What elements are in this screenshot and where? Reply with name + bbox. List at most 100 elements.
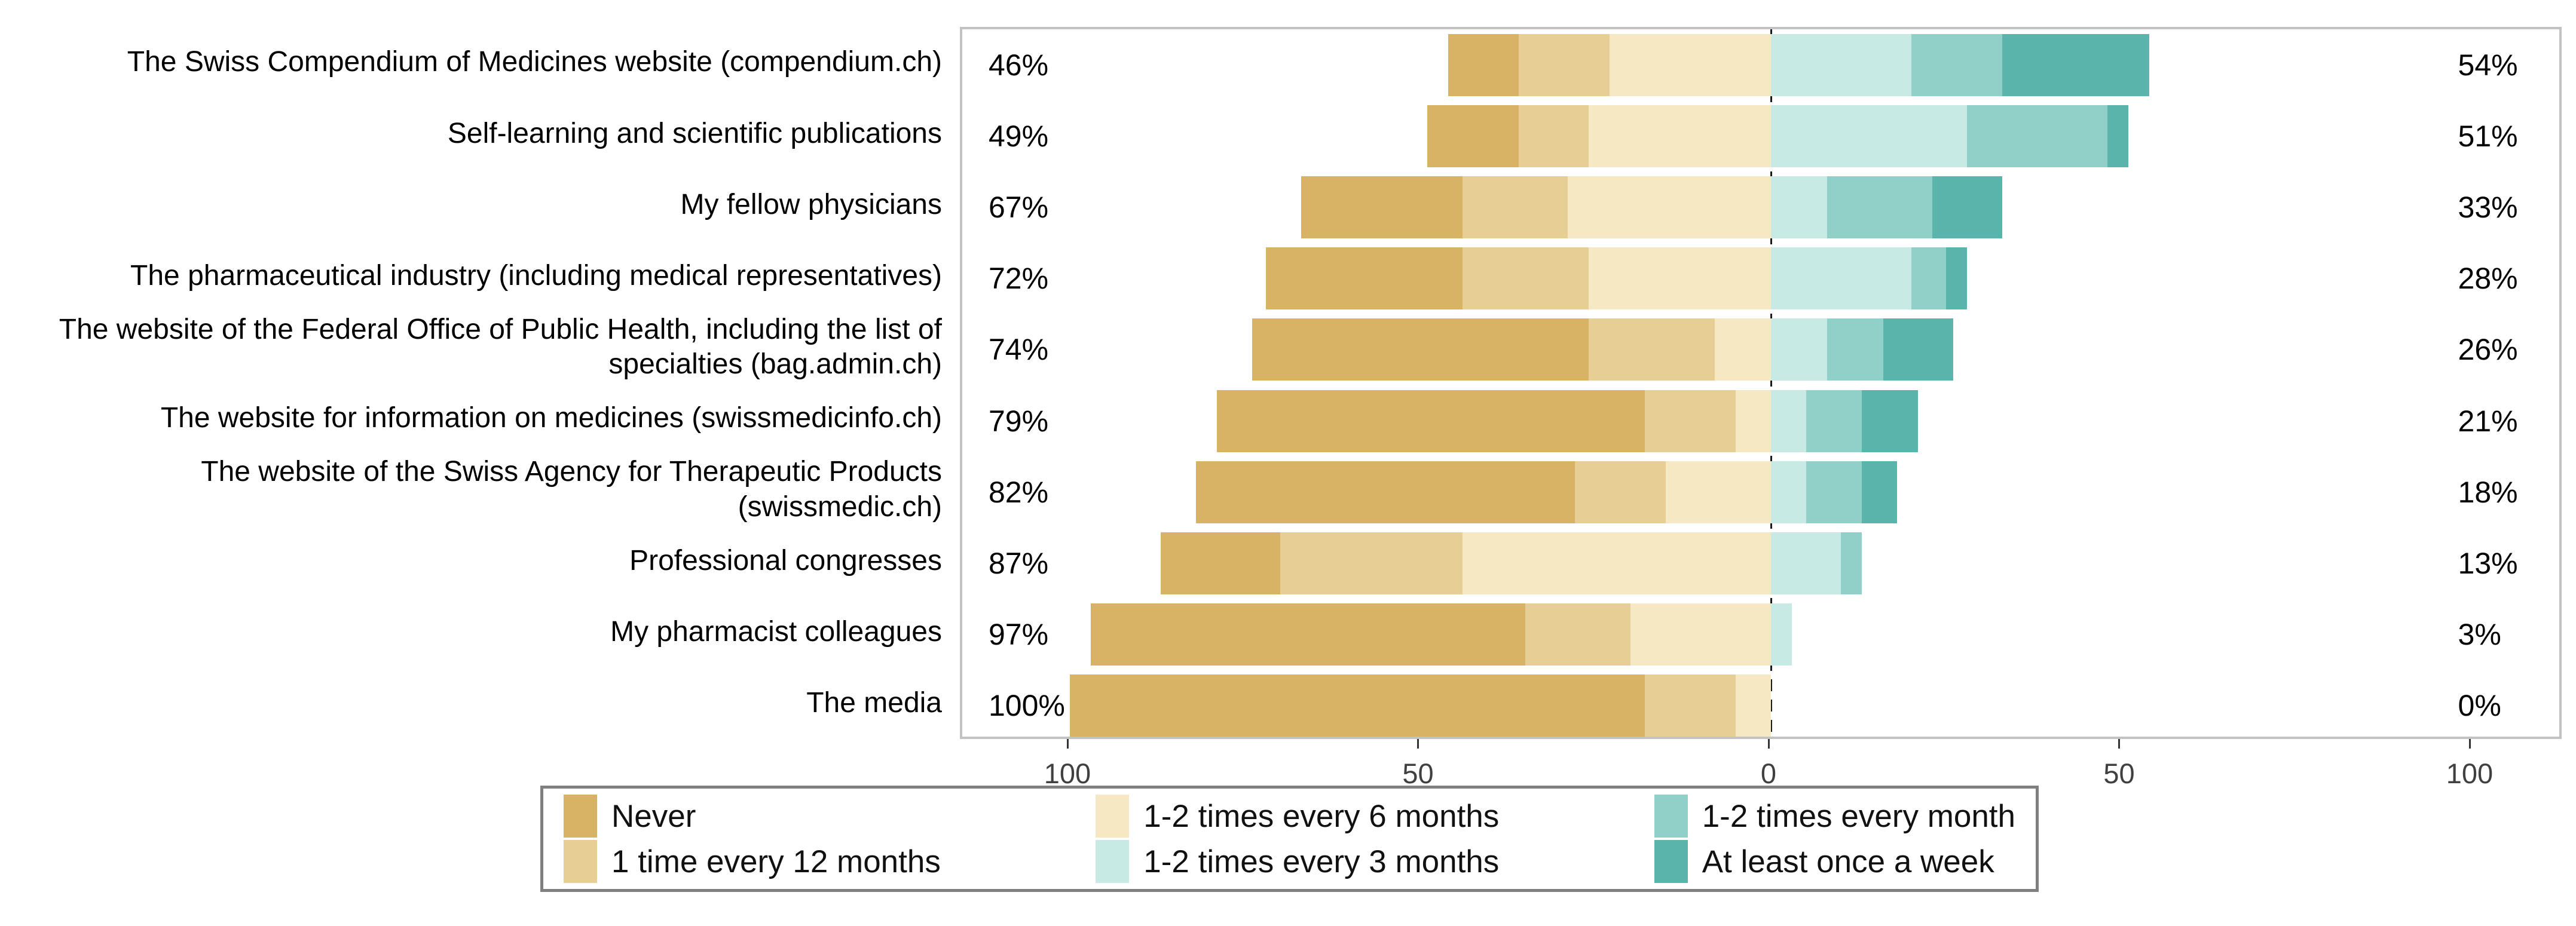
legend-label: 1-2 times every 3 months: [1143, 844, 1500, 879]
x-tick: [1767, 739, 1770, 749]
bar-segment-never: [1266, 247, 1463, 310]
stacked-bar: [1161, 532, 1862, 594]
legend-item: 1 time every 12 months: [564, 840, 941, 883]
bar-segment-1-2-times-every-3-months: [1770, 176, 1827, 238]
bar-segment-1-2-times-every-month: [1806, 461, 1862, 523]
bar-segment-1-time-every-12-months: [1462, 247, 1589, 310]
legend-box: Never 1 time every 12 months 1-2 times eve…: [540, 786, 2039, 892]
bar-segment-never: [1427, 105, 1519, 167]
bar-segment-at-least-once-a-week: [2107, 105, 2129, 167]
x-tick: [1417, 739, 1419, 749]
bar-row: 97% 3%: [962, 599, 2559, 670]
right-total-label: 21%: [2458, 404, 2518, 438]
right-total-label: 33%: [2458, 190, 2518, 224]
bar-segment-never: [1217, 390, 1645, 452]
bar-segment-1-2-times-every-month: [1911, 33, 2003, 96]
bar-segment-never: [1448, 33, 1519, 96]
bar-segment-1-2-times-every-month: [1827, 318, 1883, 381]
bar-segment-never: [1196, 461, 1575, 523]
x-tick: [1066, 739, 1069, 749]
bar-segment-1-time-every-12-months: [1644, 390, 1736, 452]
x-tick: [2118, 739, 2120, 749]
stacked-bar: [1427, 105, 2129, 167]
bar-segment-at-least-once-a-week: [1862, 390, 1919, 452]
plot-panel: 46% 54% 49% 51% 67% 33% 72% 28% 74% 26% 79% 21% 82% 1…: [960, 27, 2562, 739]
bar-segment-1-time-every-12-months: [1280, 532, 1463, 594]
bar-segment-1-2-times-every-6-months: [1610, 33, 1771, 96]
left-total-label: 74%: [989, 333, 1049, 367]
x-tick-label: 50: [1402, 758, 1434, 789]
row-label: The website of the Swiss Agency for Ther…: [201, 456, 942, 523]
bar-segment-1-time-every-12-months: [1518, 105, 1589, 167]
right-total-label: 3%: [2458, 618, 2501, 652]
x-tick-label: 50: [2103, 758, 2135, 789]
stacked-bar: [1091, 603, 1792, 666]
legend-label: Never: [611, 798, 696, 834]
bar-segment-1-time-every-12-months: [1574, 461, 1666, 523]
legend-label: 1 time every 12 months: [611, 844, 941, 879]
legend-item: 1-2 times every month: [1654, 795, 2015, 838]
row-label: Professional congresses: [629, 544, 942, 577]
legend-swatch: [1096, 795, 1130, 838]
bar-segment-at-least-once-a-week: [1946, 247, 1968, 310]
row-label: My pharmacist colleagues: [610, 615, 942, 648]
bar-segment-never: [1301, 176, 1463, 238]
bar-row: 72% 28%: [962, 243, 2559, 314]
bar-segment-never: [1070, 674, 1645, 737]
left-total-label: 46%: [989, 48, 1049, 82]
bar-segment-never: [1091, 603, 1526, 666]
legend-label: 1-2 times every month: [1702, 798, 2015, 834]
bar-segment-1-2-times-every-month: [1806, 390, 1862, 452]
left-total-label: 49%: [989, 119, 1049, 153]
bar-segment-1-2-times-every-6-months: [1630, 603, 1771, 666]
bar-segment-1-2-times-every-6-months: [1736, 674, 1771, 737]
left-total-label: 87%: [989, 546, 1049, 580]
bar-segment-at-least-once-a-week: [1932, 176, 2003, 238]
bar-segment-1-2-times-every-3-months: [1770, 603, 1792, 666]
bar-segment-1-time-every-12-months: [1518, 33, 1610, 96]
stacked-bar: [1070, 674, 1771, 737]
right-total-label: 13%: [2458, 546, 2518, 580]
bar-segment-1-2-times-every-3-months: [1770, 532, 1841, 594]
bar-segment-never: [1161, 532, 1280, 594]
row-label: The pharmaceutical industry (including m…: [130, 259, 942, 292]
x-tick: [2468, 739, 2471, 749]
legend-item: 1-2 times every 3 months: [1096, 840, 1499, 883]
bar-segment-1-2-times-every-6-months: [1589, 247, 1771, 310]
zero-baseline-dashed-line: [1770, 29, 1772, 737]
bar-segment-1-2-times-every-month: [1967, 105, 2107, 167]
legend-item: At least once a week: [1654, 840, 2015, 883]
legend-item: 1-2 times every 6 months: [1096, 795, 1499, 838]
bar-segment-1-2-times-every-6-months: [1715, 318, 1771, 381]
legend-swatch: [1654, 795, 1688, 838]
x-tick-label: 100: [1044, 758, 1091, 789]
bar-row: 67% 33%: [962, 171, 2559, 243]
bar-segment-at-least-once-a-week: [2002, 33, 2150, 96]
row-label: The website for information on medicines…: [160, 402, 942, 434]
legend-swatch: [1096, 840, 1130, 883]
bar-segment-1-2-times-every-6-months: [1462, 532, 1771, 594]
stacked-bar: [1266, 247, 1968, 310]
bar-segment-at-least-once-a-week: [1883, 318, 1953, 381]
bar-segment-1-2-times-every-3-months: [1770, 318, 1827, 381]
row-label: Self-learning and scientific publication…: [447, 117, 942, 149]
stacked-bar: [1252, 318, 1953, 381]
left-total-label: 82%: [989, 475, 1049, 509]
right-total-label: 26%: [2458, 333, 2518, 367]
bar-segment-1-2-times-every-6-months: [1567, 176, 1771, 238]
legend-swatch: [564, 840, 597, 883]
bar-segment-1-2-times-every-3-months: [1770, 247, 1911, 310]
bar-row: 49% 51%: [962, 100, 2559, 171]
stacked-bar: [1196, 461, 1898, 523]
left-total-label: 72%: [989, 262, 1049, 296]
bar-row: 82% 18%: [962, 456, 2559, 528]
bar-segment-1-time-every-12-months: [1644, 674, 1736, 737]
bar-row: 79% 21%: [962, 385, 2559, 456]
right-total-label: 0%: [2458, 689, 2501, 723]
stacked-bar: [1217, 390, 1919, 452]
bar-row: 74% 26%: [962, 314, 2559, 385]
bar-segment-1-time-every-12-months: [1589, 318, 1715, 381]
right-total-label: 18%: [2458, 475, 2518, 509]
legend-swatch: [1654, 840, 1688, 883]
